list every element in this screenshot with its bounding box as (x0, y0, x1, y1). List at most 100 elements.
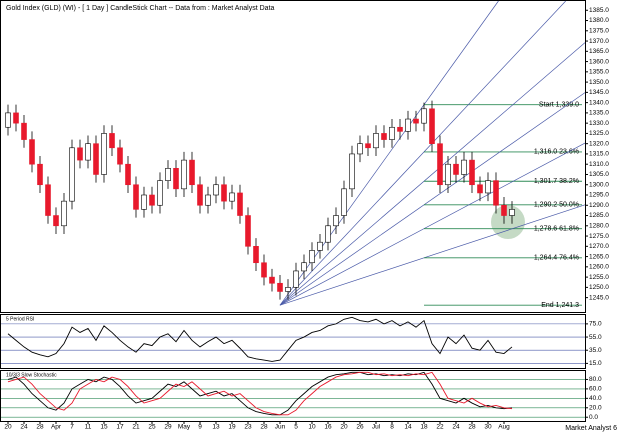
y-tick-label: 1355.0 (589, 69, 609, 76)
candle-body (237, 192, 243, 216)
candle-body (133, 184, 139, 210)
x-tick-label: 28 (260, 424, 268, 431)
candle-body (357, 143, 363, 155)
candle-body (125, 163, 131, 186)
candle-body (117, 147, 123, 165)
candle-body (77, 147, 83, 161)
y-tick-label: 1360.0 (589, 58, 609, 65)
fib-label: 1,316.0 23.6% (534, 149, 579, 156)
y-tick-label: 1285.0 (589, 212, 609, 219)
x-tick-label: 26 (356, 424, 364, 431)
price-panel (0, 0, 586, 313)
y-tick-label: 1275.0 (589, 233, 609, 240)
fib-label: End 1,241.3 (541, 302, 579, 309)
y-tick-label: 1330.0 (589, 120, 609, 127)
y-tick-label: 1305.0 (589, 171, 609, 178)
x-tick-label: 23 (244, 424, 252, 431)
candle-body (349, 153, 355, 190)
y-tick-label: 1380.0 (589, 17, 609, 24)
fib-label: 1,278.6 61.8% (534, 226, 579, 233)
candle-body (501, 204, 507, 216)
candle-body (397, 126, 403, 132)
fan-line (279, 142, 586, 306)
x-tick-label: 14 (404, 424, 412, 431)
y-tick-label: 1260.0 (589, 264, 609, 271)
y-tick-label: 1295.0 (589, 192, 609, 199)
candle-body (173, 168, 179, 190)
x-tick-label: 29 (164, 424, 172, 431)
y-tick-label: 1290.0 (589, 202, 609, 209)
x-tick-label: 17 (116, 424, 124, 431)
candle-body (437, 143, 443, 186)
chart-title: Gold Index (GLD) (WI) - [ 1 Day ] Candle… (6, 5, 275, 12)
x-tick-label: 25 (148, 424, 156, 431)
y-tick-label: 1250.0 (589, 284, 609, 291)
candle-body (85, 143, 91, 161)
stochastic-title: 10/3/3 Slow Stochastic (6, 372, 57, 378)
candle-body (461, 159, 467, 175)
candle-body (261, 262, 267, 278)
candle-body (405, 118, 411, 132)
candle-body (61, 200, 67, 227)
candle-body (13, 112, 19, 124)
candle-body (69, 147, 75, 202)
candle-body (325, 225, 331, 243)
y-tick-label: 1365.0 (589, 48, 609, 55)
candle-body (157, 180, 163, 206)
candle-body (213, 184, 219, 196)
fan-line (279, 92, 586, 306)
x-tick-label: 20 (4, 424, 12, 431)
x-tick-label: 9 (198, 424, 202, 431)
y-tick-label: 1310.0 (589, 161, 609, 168)
x-tick-label: 7 (70, 424, 74, 431)
x-tick-label: 30 (484, 424, 492, 431)
candle-body (181, 159, 187, 190)
y-tick-label: 80.0 (589, 376, 602, 383)
x-tick-label: 8 (390, 424, 394, 431)
y-tick-label: 1325.0 (589, 130, 609, 137)
candle-body (429, 108, 435, 144)
fib-label: 1,290.2 50.0% (534, 202, 579, 209)
fib-label: 1,301.7 38.2% (534, 178, 579, 185)
fib-label: Start 1,339.0 (539, 102, 579, 109)
candle-body (189, 159, 195, 186)
fan-line (279, 0, 499, 306)
candle-body (373, 133, 379, 149)
y-tick-label: 1315.0 (589, 151, 609, 158)
x-tick-label: 15 (100, 424, 108, 431)
x-tick-label: 24 (20, 424, 28, 431)
y-tick-label: 15.0 (589, 360, 602, 367)
candle-body (477, 184, 483, 194)
candle-body (421, 108, 427, 124)
candle-body (21, 122, 27, 140)
candle-body (389, 126, 395, 140)
x-tick-label: May (178, 424, 191, 431)
candle-body (485, 180, 491, 194)
highlight-circle (491, 205, 525, 239)
y-tick-label: 1265.0 (589, 253, 609, 260)
candle-body (365, 143, 371, 149)
y-tick-label: 1350.0 (589, 79, 609, 86)
y-tick-label: 1370.0 (589, 38, 609, 45)
candle-body (37, 163, 43, 186)
x-tick-label: 10 (308, 424, 316, 431)
candle-body (317, 241, 323, 251)
candle-body (101, 133, 107, 175)
candle-body (453, 163, 459, 175)
candle-body (445, 163, 451, 186)
candle-body (381, 133, 387, 140)
y-tick-label: 1340.0 (589, 99, 609, 106)
x-tick-label: 20 (340, 424, 348, 431)
candle-body (29, 139, 35, 165)
y-tick-label: 0.0 (589, 414, 598, 421)
y-tick-label: 55.0 (589, 334, 602, 341)
x-tick-label: 13 (212, 424, 220, 431)
candle-body (509, 209, 515, 216)
x-tick-label: Aug (498, 424, 510, 431)
x-tick-label: Apr (51, 424, 62, 431)
y-tick-label: 1280.0 (589, 223, 609, 230)
x-tick-label: 21 (132, 424, 140, 431)
x-tick-label: Jun (275, 424, 286, 431)
candle-body (469, 159, 475, 186)
